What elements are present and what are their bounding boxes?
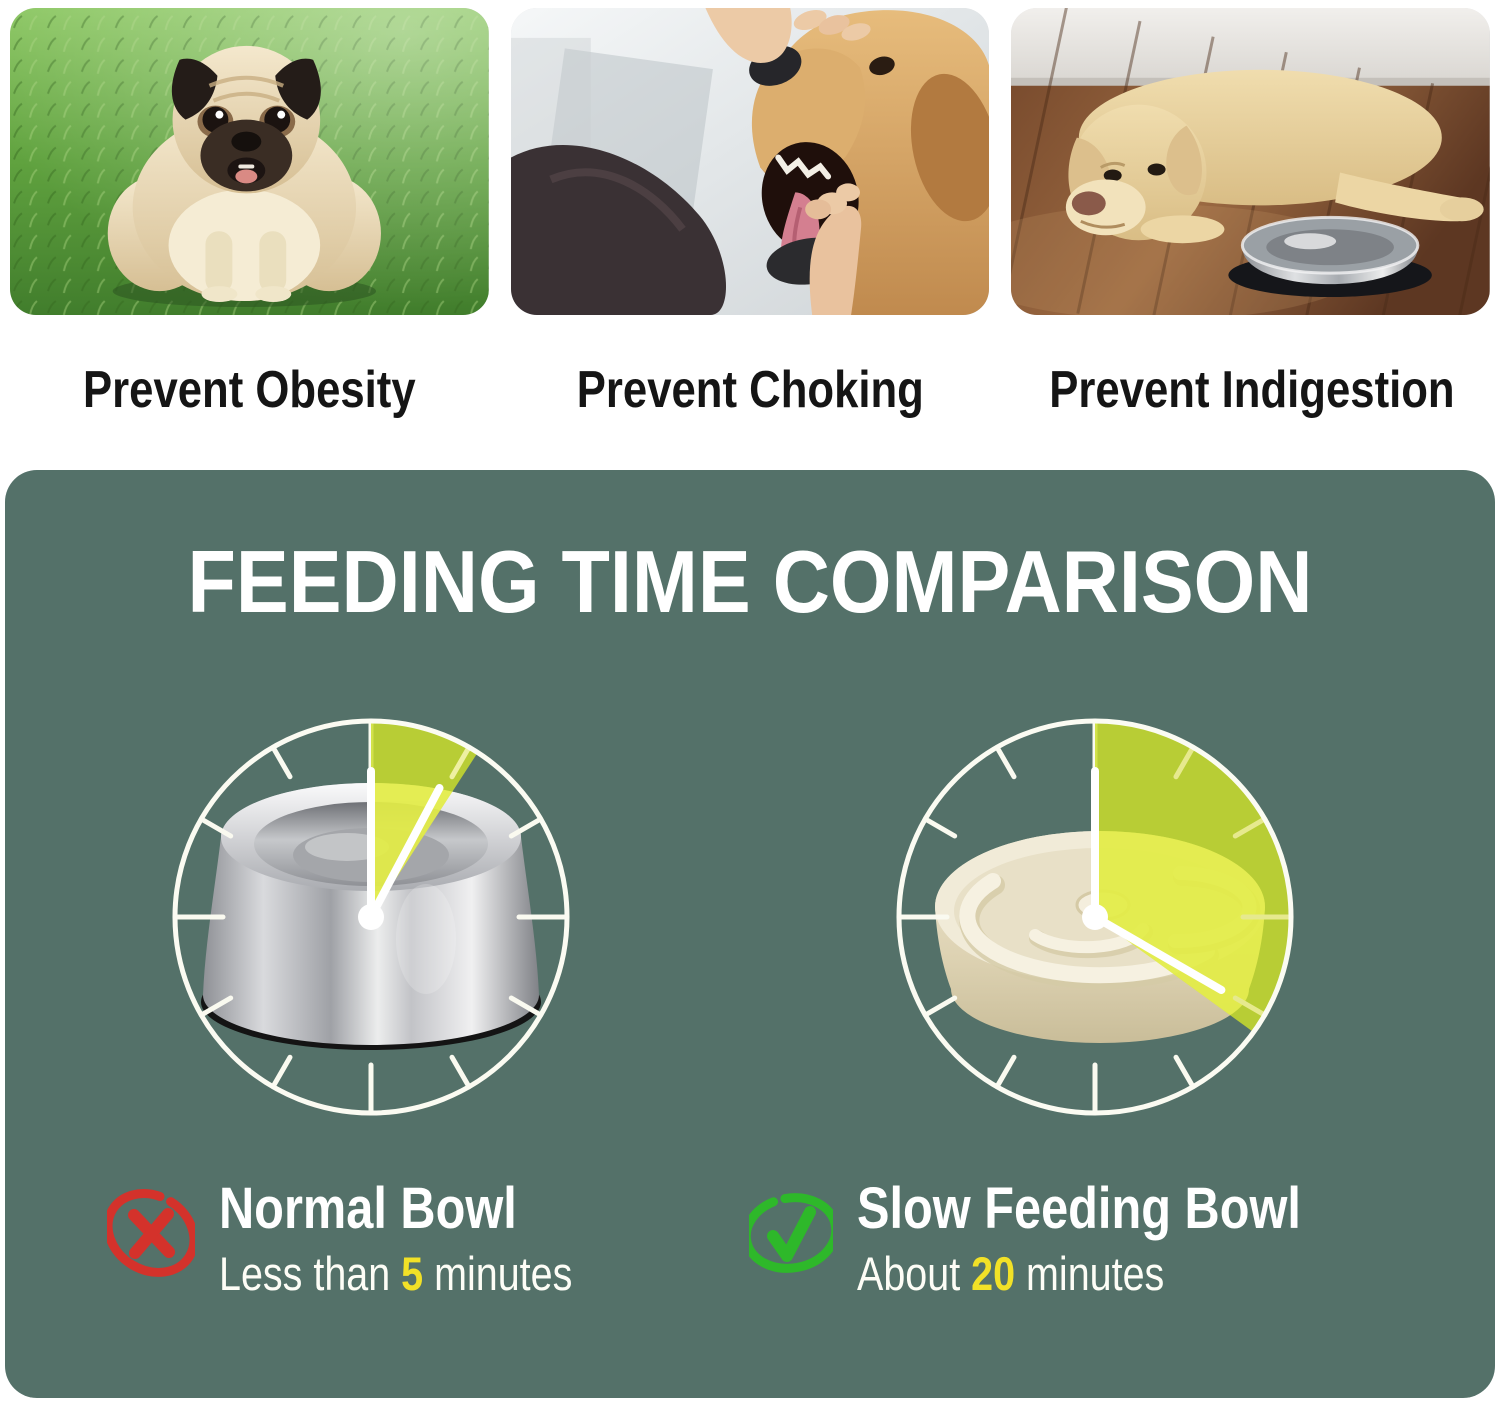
benefit-card-indigestion: Prevent Indigestion: [1011, 8, 1491, 419]
bowl-name: Slow Feeding Bowl: [857, 1176, 1301, 1241]
clock-outline: [896, 718, 1294, 1116]
person-hands-and-hair: [510, 8, 871, 315]
benefit-caption: Prevent Obesity: [83, 361, 416, 419]
benefit-caption: Prevent Choking: [576, 361, 924, 419]
tinted-ticks: [1173, 744, 1294, 1018]
normal-bowl-text: Normal Bowl Less than 5 minutes: [219, 1176, 573, 1300]
clock-center-dot: [358, 904, 384, 930]
time-suffix: minutes: [423, 1246, 573, 1300]
golden-retriever-head: [748, 10, 990, 315]
normal-bowl-clock: [151, 697, 591, 1137]
steel-bowl: [1228, 215, 1433, 298]
photo-retriever-mouth-check: [510, 8, 990, 315]
labrador-floor-illustration: [1011, 8, 1491, 315]
normal-bowl-clock-graphic: [172, 718, 570, 1116]
photo-overweight-pug: [10, 8, 489, 315]
benefit-card-obesity: Prevent Obesity: [10, 8, 489, 418]
bowl-name: Normal Bowl: [219, 1176, 517, 1241]
panel-title: FEEDING TIME COMPARISON: [187, 532, 1313, 631]
pug-on-grass-illustration: [10, 8, 489, 315]
labrador-dog: [1066, 69, 1485, 244]
retriever-mouth-illustration: [510, 8, 990, 315]
time-suffix: minutes: [1015, 1246, 1165, 1300]
time-prefix: Less than: [219, 1246, 402, 1300]
check-circle-icon: [741, 1180, 841, 1291]
clock-center-dot: [1082, 904, 1108, 930]
normal-bowl-verdict: Normal Bowl Less than 5 minutes: [103, 1176, 640, 1300]
benefits-row: Prevent Obesity: [0, 0, 1500, 418]
feeding-time-wedge-highlight: [1095, 831, 1265, 1034]
slow-bowl-clock-graphic: [896, 718, 1294, 1116]
pug-dog: [107, 45, 381, 308]
benefit-card-choking: Prevent Choking: [510, 8, 990, 419]
clock-hands: [1091, 767, 1226, 994]
slow-bowl-verdict: Slow Feeding Bowl About 20 minutes: [741, 1176, 1385, 1300]
clock-hands: [367, 767, 444, 921]
time-prefix: About: [857, 1246, 972, 1300]
tinted-tick: [449, 744, 472, 780]
slow-bowl-text: Slow Feeding Bowl About 20 minutes: [857, 1176, 1301, 1300]
benefit-caption: Prevent Indigestion: [1049, 361, 1455, 419]
x-circle-icon: [103, 1180, 199, 1291]
clock-outline: [172, 718, 570, 1116]
time-value: 5: [401, 1246, 424, 1300]
slow-feeding-bowl-clock: [875, 697, 1315, 1137]
photo-labrador-by-bowl: [1011, 8, 1491, 315]
time-value: 20: [971, 1246, 1016, 1300]
bowl-time: Less than 5 minutes: [219, 1246, 573, 1300]
bowl-time: About 20 minutes: [857, 1246, 1301, 1300]
feeding-comparison-panel: FEEDING TIME COMPARISON: [5, 470, 1495, 1398]
